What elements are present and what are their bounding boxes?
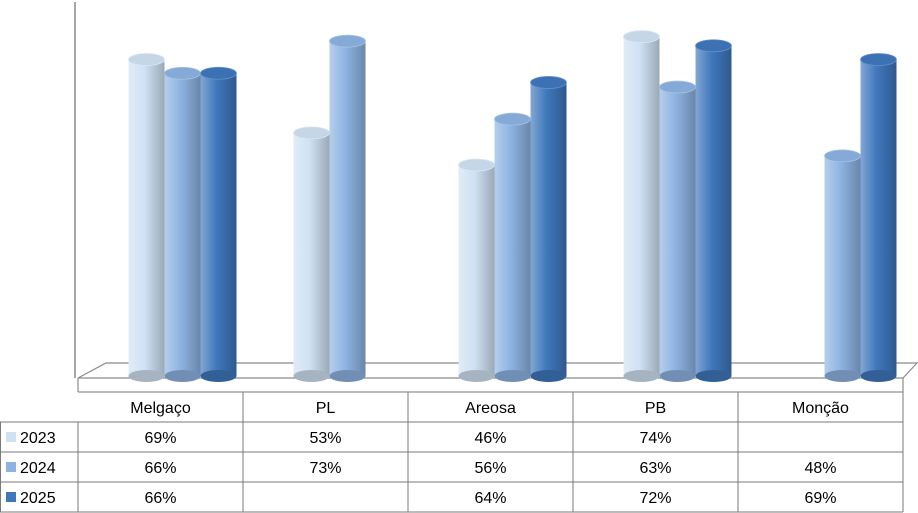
legend-label: 2025 — [20, 490, 56, 507]
data-label: 74% — [639, 430, 671, 447]
data-label: 69% — [804, 490, 836, 507]
legend-label: 2024 — [20, 460, 56, 477]
data-label: 46% — [474, 430, 506, 447]
bar-PB-2024 — [659, 80, 696, 382]
category-label: PB — [645, 400, 666, 417]
category-label: PL — [316, 400, 336, 417]
category-label: Melgaço — [130, 400, 191, 417]
category-label: Monção — [792, 400, 849, 417]
legend-swatch-2025 — [6, 492, 16, 502]
data-label: 72% — [639, 490, 671, 507]
bar-Melgaço-2024 — [164, 66, 201, 382]
data-label: 64% — [474, 490, 506, 507]
bar-Melgaço-2023 — [128, 53, 165, 382]
data-label: 56% — [474, 460, 506, 477]
bar-PL-2024 — [329, 34, 366, 382]
bars-layer — [128, 30, 897, 382]
data-label: 69% — [144, 430, 176, 447]
data-label: 66% — [144, 460, 176, 477]
bar-Monção-2024 — [824, 149, 861, 382]
bar-Areosa-2023 — [458, 158, 495, 382]
data-label: 48% — [804, 460, 836, 477]
data-label: 66% — [144, 490, 176, 507]
legend-swatch-2023 — [6, 432, 16, 442]
legend-label: 2023 — [20, 430, 56, 447]
bar-Monção-2025 — [860, 53, 897, 382]
data-label: 53% — [309, 430, 341, 447]
bar-PB-2025 — [695, 39, 732, 382]
data-label: 63% — [639, 460, 671, 477]
bar-Areosa-2025 — [530, 76, 567, 382]
bar-Areosa-2024 — [494, 112, 531, 382]
bar-PB-2023 — [623, 30, 660, 382]
category-label: Areosa — [465, 400, 516, 417]
bar-Melgaço-2025 — [200, 66, 237, 382]
bar-PL-2023 — [293, 126, 330, 382]
data-label: 73% — [309, 460, 341, 477]
data-table: Melgaço PL Areosa PB Monção 2023 69% 53% 46% 74% 2… — [0, 391, 904, 513]
legend-swatch-2024 — [6, 462, 16, 472]
